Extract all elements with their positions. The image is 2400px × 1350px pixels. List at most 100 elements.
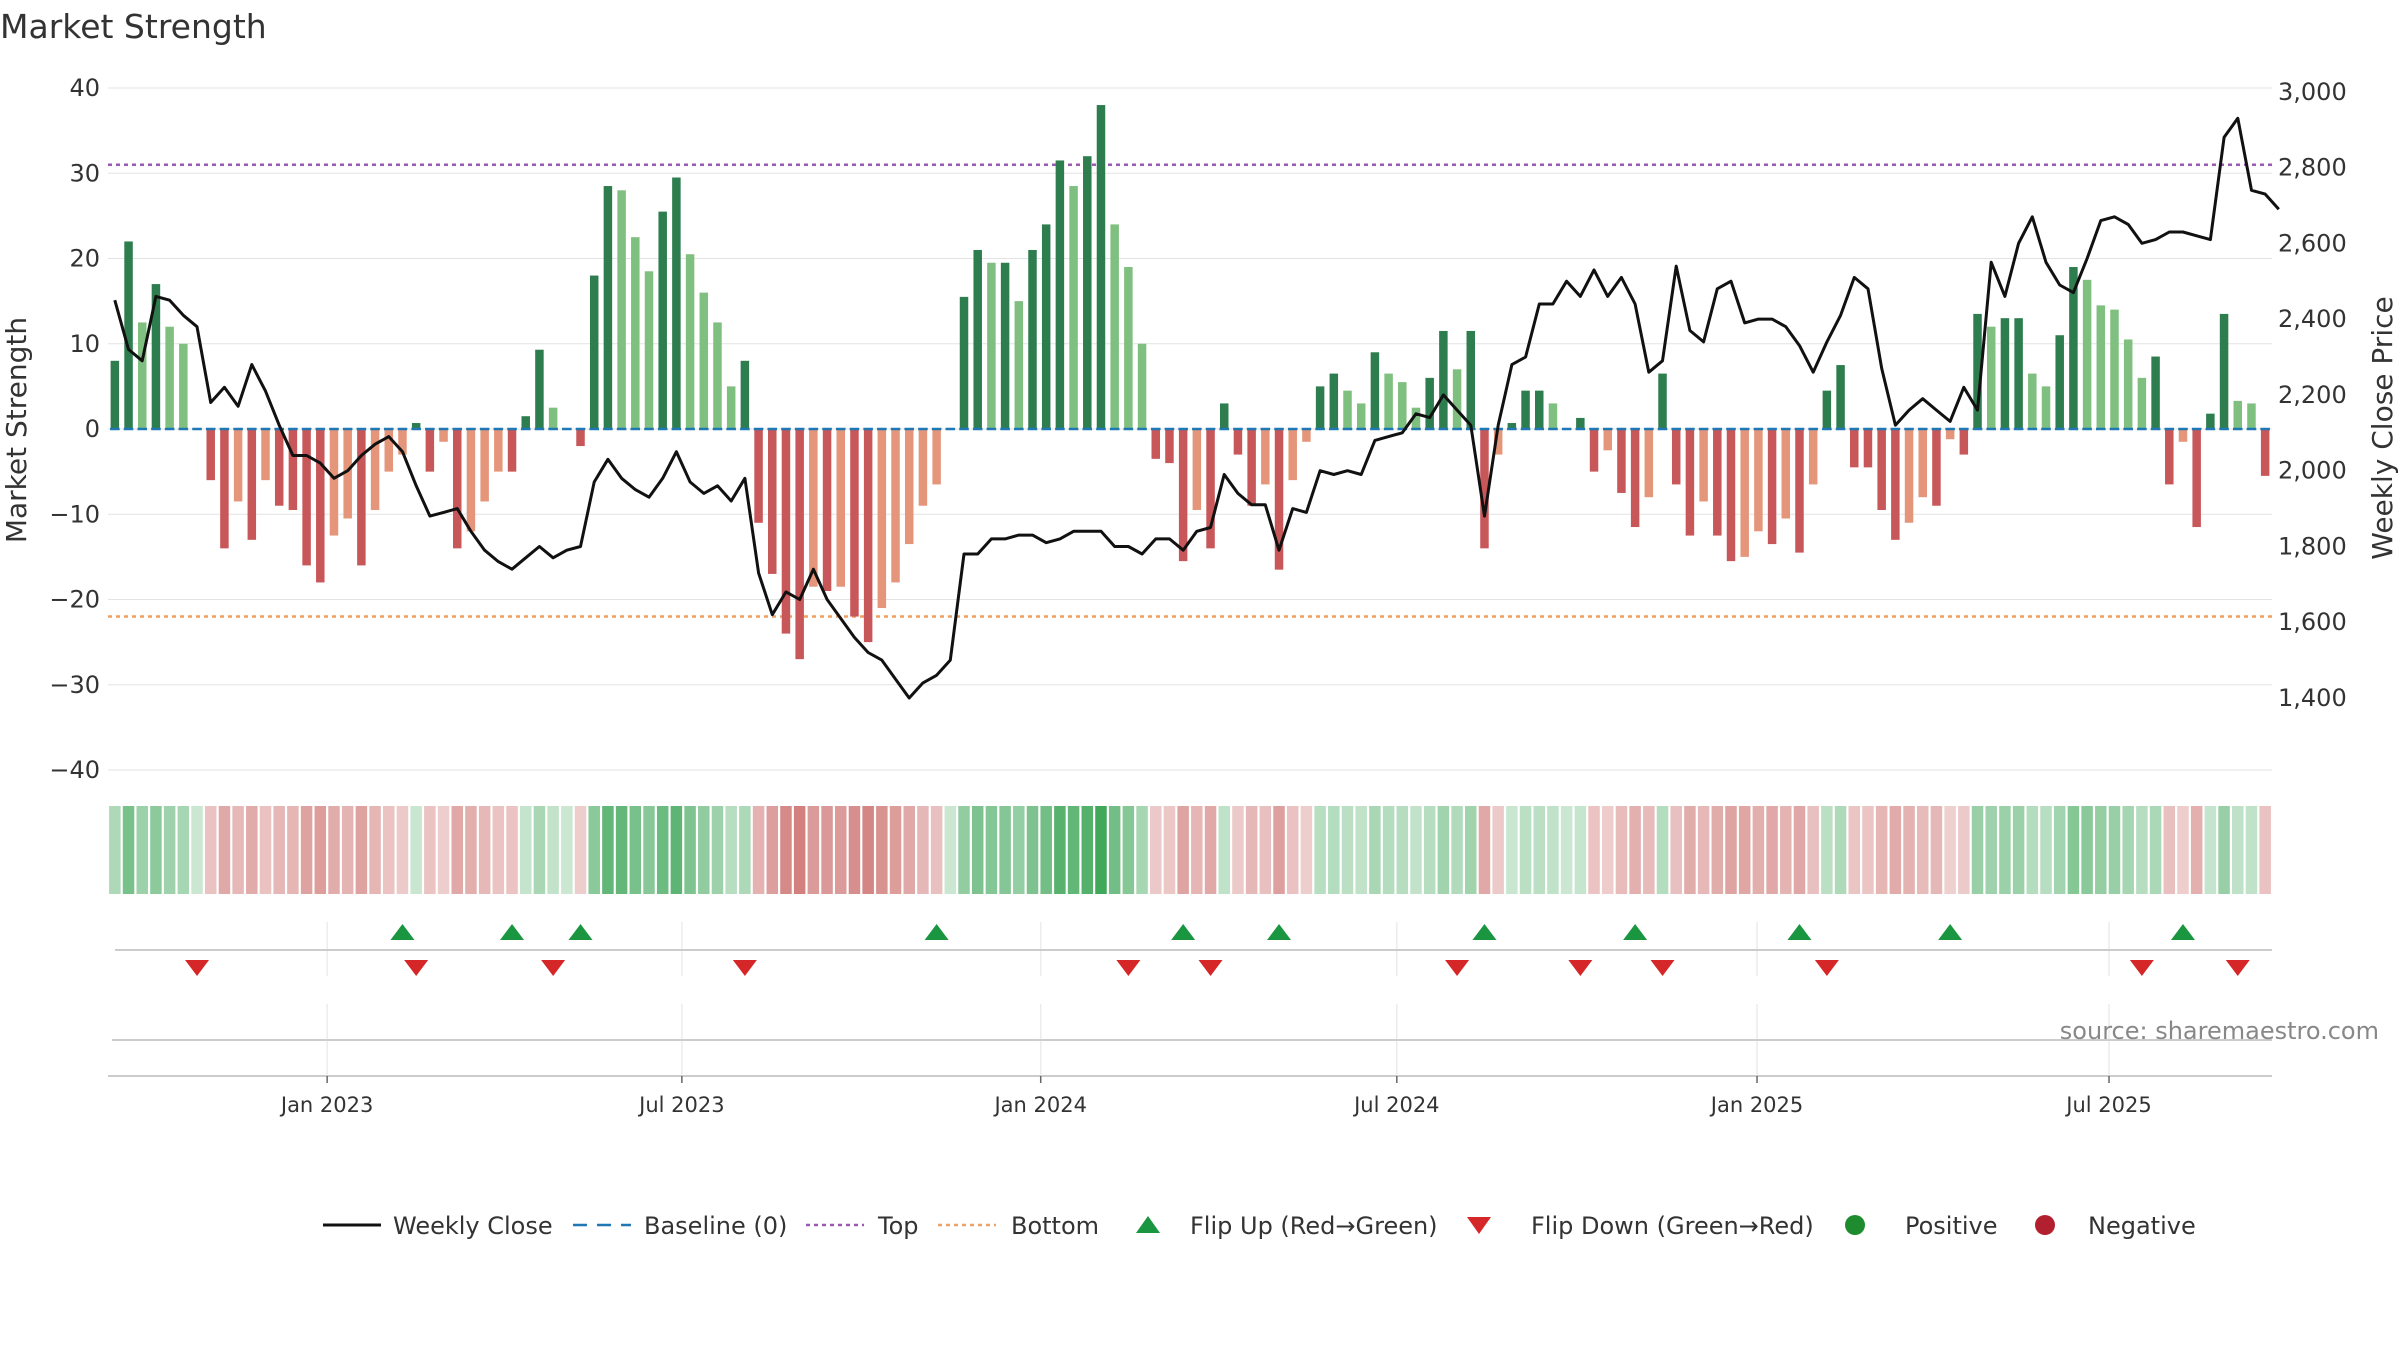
strength-bar [2233, 400, 2243, 429]
strength-bar [2165, 429, 2174, 485]
heat-cell [1355, 806, 1367, 894]
flip-up-marker [1171, 924, 1196, 940]
heat-cell [917, 806, 929, 894]
heat-cell [1218, 806, 1230, 894]
heat-cell [1999, 806, 2011, 894]
strength-bar [535, 349, 544, 429]
heat-cell [424, 806, 436, 894]
flip-up-marker [1787, 924, 1812, 940]
strength-bar [2206, 413, 2215, 429]
strength-bar [1370, 352, 1380, 429]
heat-cell [807, 806, 820, 894]
heat-cell [1985, 806, 1997, 894]
strength-bar [316, 429, 325, 583]
x-tick-label: Jan 2024 [992, 1093, 1087, 1117]
legend-label: Negative [2088, 1212, 2196, 1240]
heat-cell [1067, 806, 1080, 894]
legend-swatch [1136, 1216, 1160, 1233]
heat-cell [1410, 806, 1422, 894]
heat-cell [588, 806, 600, 894]
strength-bar [1617, 429, 1626, 493]
strength-bar [110, 360, 120, 429]
heat-cell [492, 806, 505, 894]
heat-cell [163, 806, 176, 894]
y-tick-label: −10 [49, 500, 100, 528]
strength-bar [1124, 267, 1133, 429]
heat-cell [341, 806, 354, 894]
heat-cell [1286, 806, 1299, 894]
flip-down-marker [2129, 960, 2154, 976]
y-tick-label: 0 [85, 415, 100, 443]
strength-bar [754, 429, 763, 523]
heat-cell [1615, 806, 1628, 894]
legend-item-flip_up: Flip Up (Red→Green) [1136, 1212, 1438, 1240]
heat-cell [2040, 806, 2052, 894]
y-tick-label: 20 [69, 245, 100, 273]
heat-cell [232, 806, 244, 894]
heat-cell [848, 806, 861, 894]
heat-cell [2204, 806, 2217, 894]
heat-cell [561, 806, 573, 894]
x-tick-label: Jan 2023 [279, 1093, 374, 1117]
strength-bar [781, 429, 791, 634]
flip-up-marker [2170, 924, 2195, 940]
strength-bar [179, 343, 188, 429]
heat-cell [1629, 806, 1641, 894]
strength-bar [1302, 429, 1311, 442]
heat-cell [780, 806, 792, 894]
strength-bar [1850, 429, 1859, 468]
heat-cell [300, 806, 313, 894]
legend-swatch [2035, 1215, 2055, 1235]
legend-label: Weekly Close [393, 1212, 553, 1240]
strength-bar [1808, 429, 1818, 485]
y2-tick-label: 2,000 [2278, 457, 2347, 485]
heat-cell [506, 806, 518, 894]
heat-cell [1314, 806, 1326, 894]
strength-bar [480, 429, 489, 502]
heat-cell [1273, 806, 1285, 894]
flip-down-marker [1445, 960, 1470, 976]
heat-cell [1492, 806, 1504, 894]
strength-bar [411, 423, 421, 429]
heat-cell [698, 806, 710, 894]
flip-down-marker [1568, 960, 1593, 976]
strength-bar [2151, 356, 2160, 429]
heat-cell [1245, 806, 1258, 894]
heat-cell [1711, 806, 1724, 894]
strength-bar [494, 429, 503, 472]
strength-bar [261, 429, 270, 481]
heat-cell [273, 806, 285, 894]
heat-cell [122, 806, 135, 894]
left-axis-ticks: 40 30 20 10 0 −10 −20 −30 −40 [49, 74, 100, 784]
heat-cell [478, 806, 491, 894]
legend-item-negative: Negative [2035, 1212, 2196, 1240]
flip-down-marker [404, 960, 429, 976]
heat-cell [629, 806, 642, 894]
strength-bar [2123, 339, 2133, 429]
strength-bar [1521, 390, 1530, 429]
heat-cell [1054, 806, 1066, 894]
strength-bar [453, 429, 462, 549]
strength-bar [1452, 369, 1462, 429]
strength-bar [2192, 429, 2201, 528]
heat-cell [1944, 806, 1956, 894]
weekly-close-line [113, 116, 2280, 700]
y-tick-label: −40 [49, 756, 100, 784]
heat-cell [670, 806, 683, 894]
flip-down-marker [1116, 960, 1141, 976]
strength-bar [850, 429, 859, 617]
strength-bar [1877, 429, 1886, 510]
strength-bar [1439, 330, 1448, 429]
strength-bar [1576, 417, 1585, 429]
heat-cell [287, 806, 299, 894]
strength-bar [603, 186, 613, 429]
strength-bar [1014, 301, 1024, 429]
heat-cell [2136, 806, 2148, 894]
x-tick-label: Jul 2023 [637, 1093, 724, 1117]
heat-cell [1369, 806, 1381, 894]
strength-bar [2000, 318, 2010, 429]
heat-cell [1725, 806, 1737, 894]
strength-bar [631, 237, 640, 429]
strength-bar [507, 429, 517, 472]
heat-cell [999, 806, 1011, 894]
